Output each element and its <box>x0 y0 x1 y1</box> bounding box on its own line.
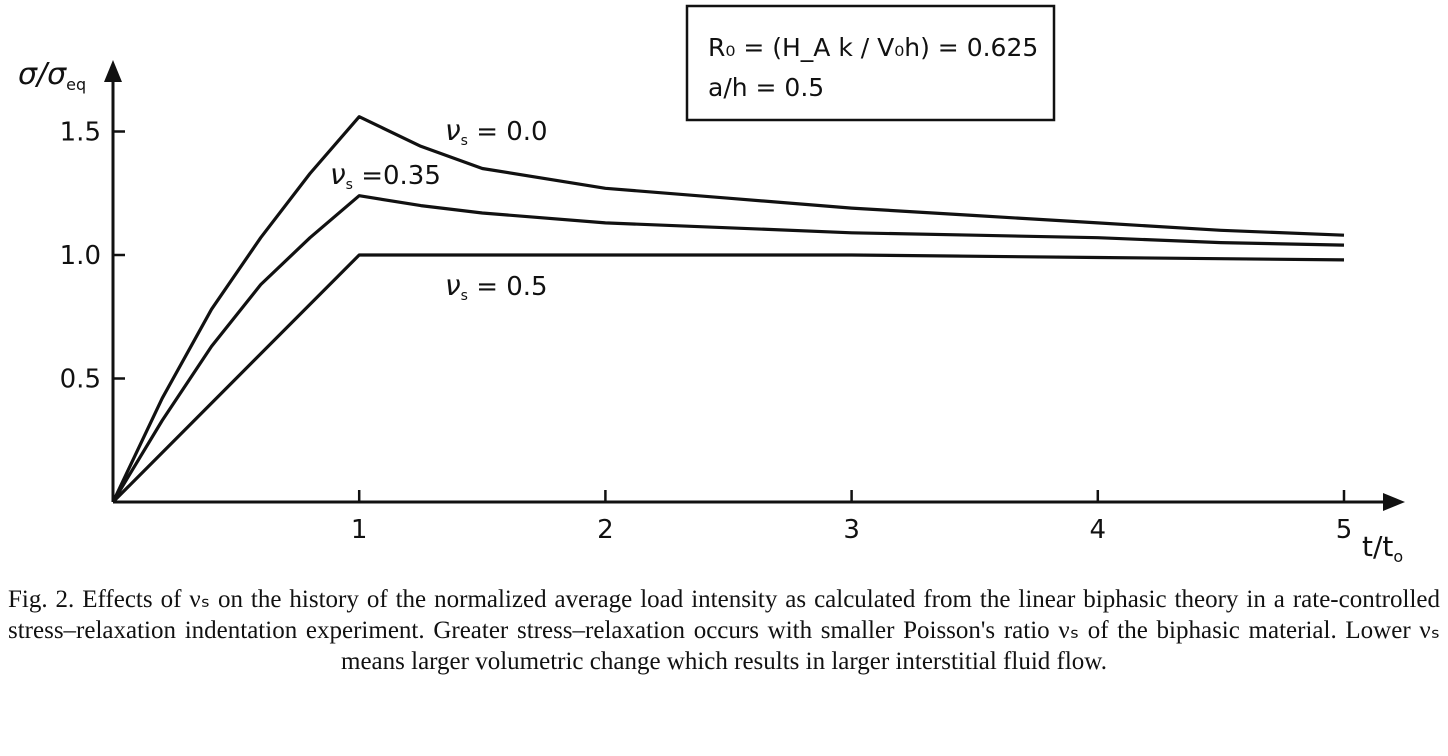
figure-caption: Fig. 2. Effects of νₛ on the history of … <box>8 586 1440 675</box>
series-line <box>111 194 1345 503</box>
y-tick-label: 0.5 <box>60 365 101 395</box>
series-label: νs =0.35 <box>330 158 441 193</box>
x-axis-arrow <box>1383 493 1405 511</box>
chart: 1 2 3 4 5 0.5 1.0 1.5 σ/σeq t/to νs = 0.0νs =0.35 ν… <box>18 4 1405 566</box>
x-tick-label: 3 <box>843 515 860 545</box>
series-label: νs = 0.5 <box>445 269 548 304</box>
annotation-box: R₀ = (H_A k / V₀h) = 0.625 a/h = 0.5 <box>685 4 1056 122</box>
y-tick-label: 1.5 <box>60 118 101 148</box>
x-tick-label: 4 <box>1090 515 1107 545</box>
series-layer <box>111 115 1345 504</box>
series-line <box>111 115 1345 503</box>
y-tick-label: 1.0 <box>60 241 101 271</box>
x-tick-label: 1 <box>351 515 368 545</box>
y-axis-arrow <box>104 60 122 82</box>
axes <box>104 60 1405 511</box>
y-axis-label: σ/σeq <box>18 57 86 94</box>
annotation-line-2: a/h = 0.5 <box>708 73 824 102</box>
annotation-line-1: R₀ = (H_A k / V₀h) = 0.625 <box>708 33 1038 62</box>
x-axis-label: t/to <box>1362 530 1403 566</box>
labels-layer: 1 2 3 4 5 0.5 1.0 1.5 σ/σeq t/to νs = 0.0νs =0.35 ν… <box>18 57 1403 566</box>
series-line <box>111 253 1345 504</box>
series-label: νs = 0.0 <box>445 114 548 149</box>
x-tick-label: 5 <box>1336 515 1353 545</box>
x-tick-label: 2 <box>597 515 614 545</box>
